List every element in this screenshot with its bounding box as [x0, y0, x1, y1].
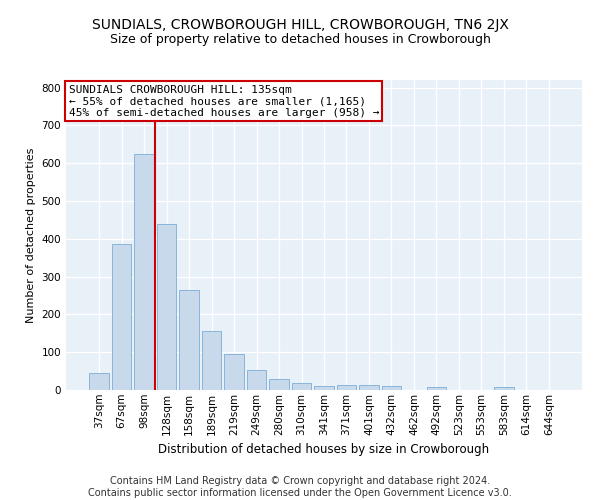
- Text: Size of property relative to detached houses in Crowborough: Size of property relative to detached ho…: [110, 32, 490, 46]
- Bar: [89, 373, 109, 390]
- Bar: [112, 244, 131, 390]
- Bar: [314, 386, 334, 390]
- Text: Contains HM Land Registry data © Crown copyright and database right 2024.
Contai: Contains HM Land Registry data © Crown c…: [88, 476, 512, 498]
- Bar: [179, 290, 199, 390]
- Text: SUNDIALS CROWBOROUGH HILL: 135sqm
← 55% of detached houses are smaller (1,165)
4: SUNDIALS CROWBOROUGH HILL: 135sqm ← 55% …: [68, 84, 379, 118]
- Bar: [337, 386, 356, 390]
- Bar: [157, 224, 176, 390]
- Bar: [247, 370, 266, 390]
- Bar: [269, 380, 289, 390]
- Text: SUNDIALS, CROWBOROUGH HILL, CROWBOROUGH, TN6 2JX: SUNDIALS, CROWBOROUGH HILL, CROWBOROUGH,…: [92, 18, 508, 32]
- Bar: [359, 386, 379, 390]
- Bar: [292, 383, 311, 390]
- Bar: [202, 332, 221, 390]
- X-axis label: Distribution of detached houses by size in Crowborough: Distribution of detached houses by size …: [158, 443, 490, 456]
- Bar: [382, 386, 401, 390]
- Bar: [427, 387, 446, 390]
- Bar: [494, 387, 514, 390]
- Y-axis label: Number of detached properties: Number of detached properties: [26, 148, 36, 322]
- Bar: [224, 354, 244, 390]
- Bar: [134, 154, 154, 390]
